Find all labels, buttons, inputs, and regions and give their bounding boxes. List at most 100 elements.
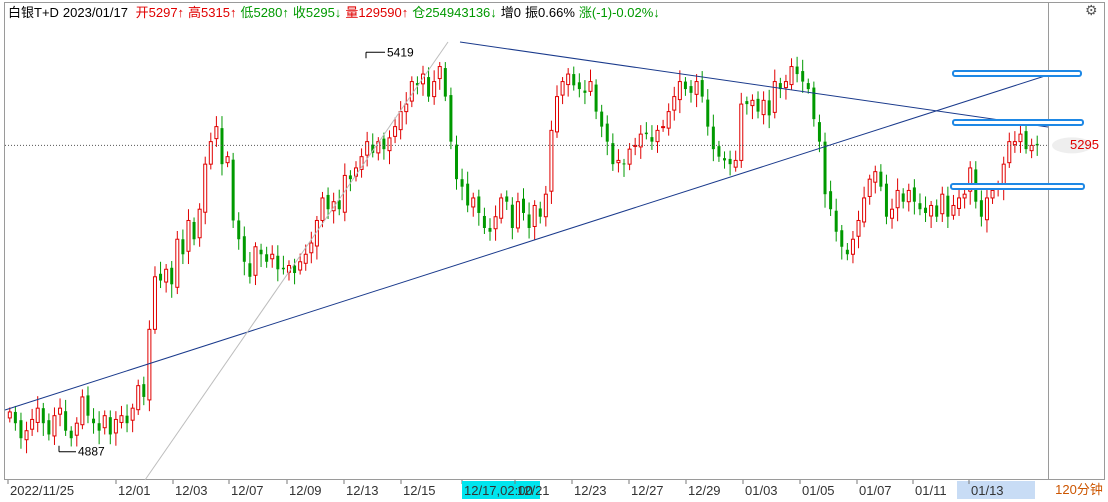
candle-body-up bbox=[873, 171, 878, 183]
candle-body-down bbox=[924, 207, 928, 213]
x-tick-label: 01/07 bbox=[859, 483, 892, 498]
candle-body-up bbox=[365, 141, 370, 156]
candle-body-down bbox=[644, 132, 648, 135]
candle-body-up bbox=[677, 81, 682, 101]
high-marker-label: 5419 bbox=[387, 45, 414, 59]
candle-body-up bbox=[549, 129, 554, 192]
candle-body-up bbox=[130, 407, 135, 421]
candle-body-down bbox=[806, 83, 810, 90]
candle-body-up bbox=[499, 197, 504, 219]
settings-gear-icon[interactable]: ⚙ bbox=[1085, 2, 1098, 18]
candle-body-up bbox=[331, 201, 336, 212]
candle-body-down bbox=[840, 230, 844, 247]
candle-body-down bbox=[449, 95, 453, 142]
overlays-group: 5419 4887 bbox=[4, 41, 1092, 481]
candle-body-up bbox=[320, 197, 325, 221]
low-marker-label: 4887 bbox=[78, 445, 105, 459]
candle-body-up bbox=[342, 174, 347, 213]
candle-body-down bbox=[689, 86, 693, 93]
candle-body-down bbox=[415, 83, 419, 86]
candle-body-up bbox=[404, 103, 409, 113]
candle-body-down bbox=[979, 200, 983, 217]
candle-body-up bbox=[175, 238, 180, 288]
candle-body-down bbox=[583, 90, 587, 93]
candle-body-up bbox=[850, 238, 855, 255]
candle-body-down bbox=[510, 204, 514, 228]
x-tick-label: 01/11 bbox=[915, 483, 947, 498]
x-tick-label: 2022/11/25 bbox=[10, 483, 74, 498]
candle-body-down bbox=[125, 415, 129, 424]
candle-body-up bbox=[298, 261, 303, 271]
x-tick-label: 12/23 bbox=[574, 483, 607, 498]
candle-body-down bbox=[293, 265, 297, 274]
candle-body-up bbox=[102, 415, 107, 429]
candle-body-up bbox=[560, 81, 565, 96]
candle-body-up bbox=[951, 204, 956, 216]
candle-body-up bbox=[387, 137, 392, 152]
candle-body-down bbox=[460, 179, 464, 187]
x-tick-label: 12/17,02:00 bbox=[464, 483, 533, 498]
candle-body-down bbox=[706, 99, 710, 127]
candle-body-down bbox=[1035, 143, 1039, 146]
x-tick-label: 12/27 bbox=[631, 483, 664, 498]
candle-body-up bbox=[940, 193, 945, 215]
candle-body-down bbox=[265, 254, 269, 262]
candle-body-down bbox=[728, 158, 732, 165]
candle-body-up bbox=[783, 81, 788, 89]
candle-body-up bbox=[929, 204, 934, 217]
candle-body-up bbox=[225, 156, 230, 164]
candle-body-up bbox=[214, 126, 219, 140]
candles-group bbox=[7, 56, 1039, 454]
candle-body-up bbox=[409, 81, 414, 102]
candle-body-up bbox=[694, 81, 699, 95]
candle-body-down bbox=[918, 203, 922, 210]
candle-body-down bbox=[97, 423, 101, 431]
candle-body-up bbox=[164, 268, 169, 283]
x-tick-label: 12/29 bbox=[688, 483, 721, 498]
candle-body-up bbox=[566, 73, 571, 86]
candle-body-down bbox=[13, 411, 17, 424]
candle-body-up bbox=[968, 167, 973, 192]
candle-body-down bbox=[845, 249, 849, 255]
x-axis-ticks: 2022/11/25 12/01 12/03 12/07 12/09 12/13 12/15… bbox=[7, 480, 1004, 499]
candle-body-up bbox=[1029, 144, 1034, 152]
candle-body-up bbox=[136, 385, 141, 411]
candle-body-up bbox=[52, 415, 57, 437]
candle-body-down bbox=[611, 143, 615, 165]
plot-border bbox=[4, 2, 1105, 480]
resistance-box-middle[interactable] bbox=[952, 119, 1084, 126]
resistance-box-upper[interactable] bbox=[952, 70, 1082, 77]
candle-body-down bbox=[650, 137, 654, 142]
candle-body-up bbox=[471, 197, 476, 208]
candle-body-down bbox=[281, 267, 285, 270]
increase-value: 增0 bbox=[500, 5, 522, 20]
candle-body-up bbox=[303, 253, 308, 264]
period-selector[interactable]: 120分钟 bbox=[1055, 482, 1103, 497]
x-tick-label: 12/21 bbox=[517, 483, 550, 498]
candle-body-down bbox=[527, 214, 531, 228]
candle-body-up bbox=[733, 159, 738, 168]
candle-body-up bbox=[119, 415, 124, 423]
candle-body-up bbox=[672, 96, 677, 111]
gray-guide-line bbox=[144, 41, 449, 481]
candle-body-up bbox=[627, 148, 632, 165]
candle-body-down bbox=[181, 239, 185, 255]
candle-body-up bbox=[761, 99, 766, 116]
candle-body-up bbox=[432, 81, 437, 98]
candle-body-up bbox=[867, 178, 872, 197]
candle-body-down bbox=[86, 395, 90, 416]
falling-trendline[interactable] bbox=[459, 41, 1049, 128]
rising-trendline[interactable] bbox=[4, 74, 1049, 411]
candle-body-up bbox=[376, 141, 381, 154]
candle-body-up bbox=[890, 208, 895, 219]
candle-body-down bbox=[834, 210, 838, 232]
candle-body-up bbox=[984, 197, 989, 221]
candle-body-down bbox=[1024, 131, 1028, 150]
candle-body-down bbox=[778, 83, 782, 90]
candle-body-down bbox=[801, 71, 805, 82]
candle-body-down bbox=[767, 100, 771, 116]
candle-body-down bbox=[443, 68, 447, 97]
support-box-lower[interactable] bbox=[950, 183, 1085, 190]
